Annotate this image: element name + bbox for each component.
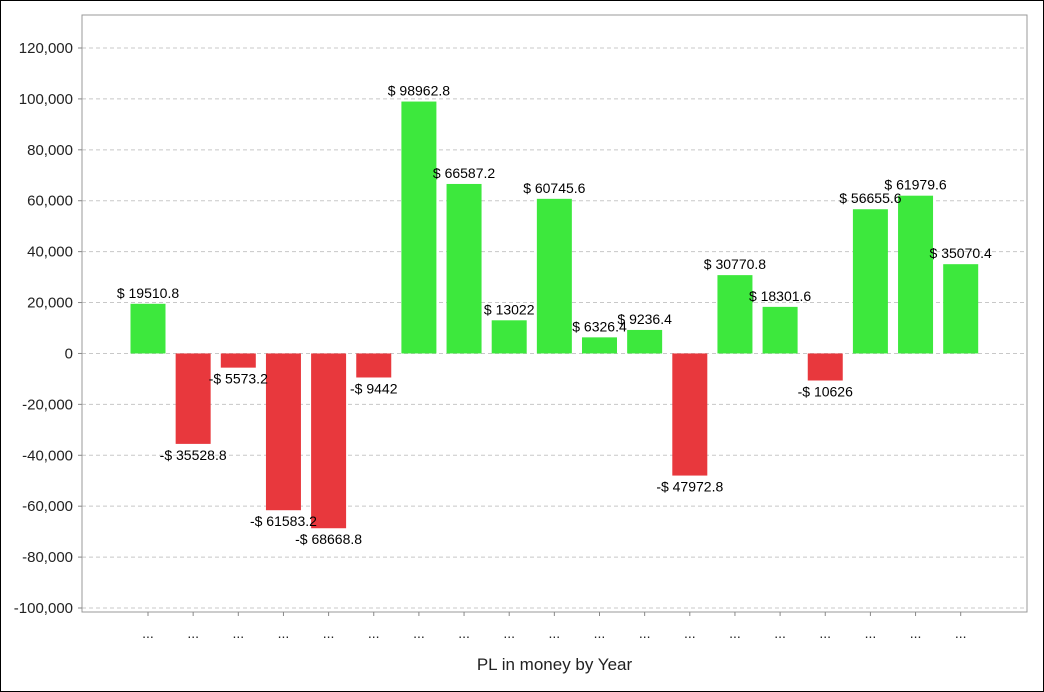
bar [627,329,663,354]
x-tick-label: ... [865,625,877,641]
y-tick-label: -80,000 [22,549,73,566]
x-axis: ........................................… [142,612,967,641]
data-label: $ 6326.4 [572,318,627,334]
x-tick-label: ... [142,625,154,641]
bar [175,353,211,444]
data-label: $ 66587.2 [433,165,495,181]
bar [717,275,753,354]
bar [311,353,347,529]
bars [130,101,979,529]
data-label: -$ 68668.8 [295,531,362,547]
x-tick-label: ... [368,625,380,641]
y-tick-label: -20,000 [22,396,73,413]
x-tick-label: ... [639,625,651,641]
data-label: $ 61979.6 [884,177,946,193]
x-tick-label: ... [910,625,922,641]
x-tick-label: ... [729,625,741,641]
x-tick-label: ... [458,625,470,641]
data-label: $ 35070.4 [930,245,992,261]
x-tick-label: ... [413,625,425,641]
bar [943,264,979,354]
y-tick-label: -100,000 [14,600,73,617]
bar [491,320,527,354]
x-tick-label: ... [819,625,831,641]
data-label: -$ 10626 [798,384,853,400]
data-label: -$ 5573.2 [209,371,268,387]
y-tick-label: -40,000 [22,447,73,464]
x-tick-label: ... [955,625,967,641]
x-tick-label: ... [684,625,696,641]
x-tick-label: ... [549,625,561,641]
bar [807,353,843,381]
bar [401,101,437,354]
data-label: -$ 9442 [350,380,398,396]
bar [446,183,482,354]
data-labels: $ 19510.8 -$ 35528.8 -$ 5573.2 -$ 61583.2 -$… [117,83,992,548]
bar [356,353,392,378]
y-tick-label: 60,000 [27,193,73,210]
data-label: $ 9236.4 [617,311,672,327]
bar [898,195,934,354]
x-tick-label: ... [187,625,199,641]
data-label: $ 18301.6 [749,288,811,304]
y-tick-label: 80,000 [27,142,73,159]
data-label: $ 56655.6 [839,190,901,206]
data-label: $ 60745.6 [523,180,585,196]
x-axis-title: PL in money by Year [477,655,633,674]
data-label: $ 19510.8 [117,285,179,301]
x-tick-label: ... [232,625,244,641]
data-label: -$ 35528.8 [160,447,227,463]
bar [536,198,572,354]
bar [220,353,256,368]
y-axis: -100,000 -80,000 -60,000 -40,000 -20,000 0 20,… [14,40,82,617]
x-tick-label: ... [503,625,515,641]
y-tick-label: 120,000 [19,40,73,57]
y-tick-label: -60,000 [22,498,73,515]
data-label: $ 98962.8 [388,83,450,99]
bar [265,353,301,511]
bar [762,306,798,354]
y-tick-label: 40,000 [27,244,73,261]
x-tick-label: ... [774,625,786,641]
y-tick-label: 100,000 [19,91,73,108]
data-label: $ 30770.8 [704,256,766,272]
y-tick-label: 20,000 [27,295,73,312]
bar [852,209,888,354]
y-tick-label: 0 [65,345,73,362]
x-tick-label: ... [278,625,290,641]
x-tick-label: ... [594,625,606,641]
data-label: -$ 61583.2 [250,513,317,529]
data-label: -$ 47972.8 [656,479,723,495]
data-label: $ 13022 [484,301,535,317]
bar [582,337,617,354]
bar [672,353,708,476]
bar [130,303,166,354]
x-tick-label: ... [323,625,335,641]
